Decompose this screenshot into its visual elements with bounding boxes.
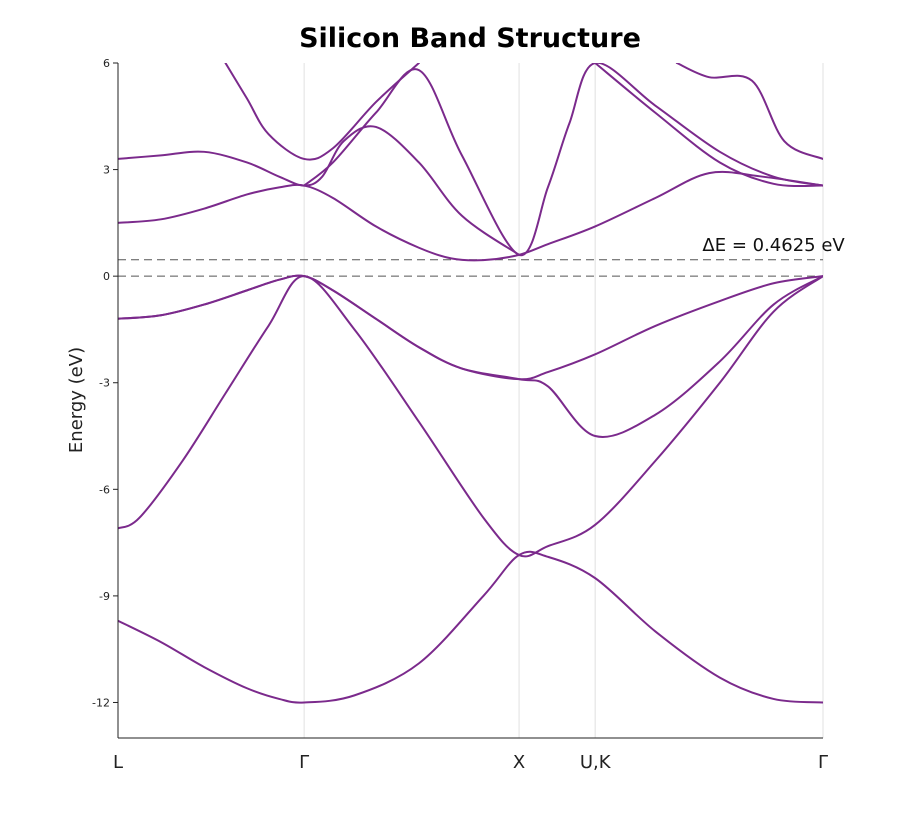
y-tick-label-1: 3 [103,164,110,177]
band-line-2 [118,274,823,438]
band-line-4 [118,170,823,262]
band-line-3 [118,274,823,381]
band-line-8 [594,63,823,188]
y-tick-label-3: -3 [99,377,110,390]
gap-annotation: ΔE = 0.4625 eV [702,235,845,256]
x-tick-label-0: L [113,752,123,773]
x-tick-label-1: Γ [299,752,309,773]
y-axis-label: Energy (eV) [66,347,87,453]
band-line-7 [303,63,823,256]
y-tick-label-4: -6 [99,483,110,496]
y-tick-label-5: -9 [99,590,110,603]
y-tick-label-6: -12 [92,696,110,709]
y-tick-label-2: 0 [103,270,110,283]
band-line-6 [224,63,420,161]
band-line-0 [118,550,823,704]
band-line-9 [675,63,823,160]
band-line-1 [118,275,823,558]
x-tick-label-3: U,K [580,752,612,773]
y-tick-label-0: 6 [103,57,110,70]
x-tick-label-2: X [513,752,525,773]
chart-title: Silicon Band Structure [299,23,641,54]
x-tick-label-4: Γ [818,752,828,773]
band-line-5 [118,125,521,256]
